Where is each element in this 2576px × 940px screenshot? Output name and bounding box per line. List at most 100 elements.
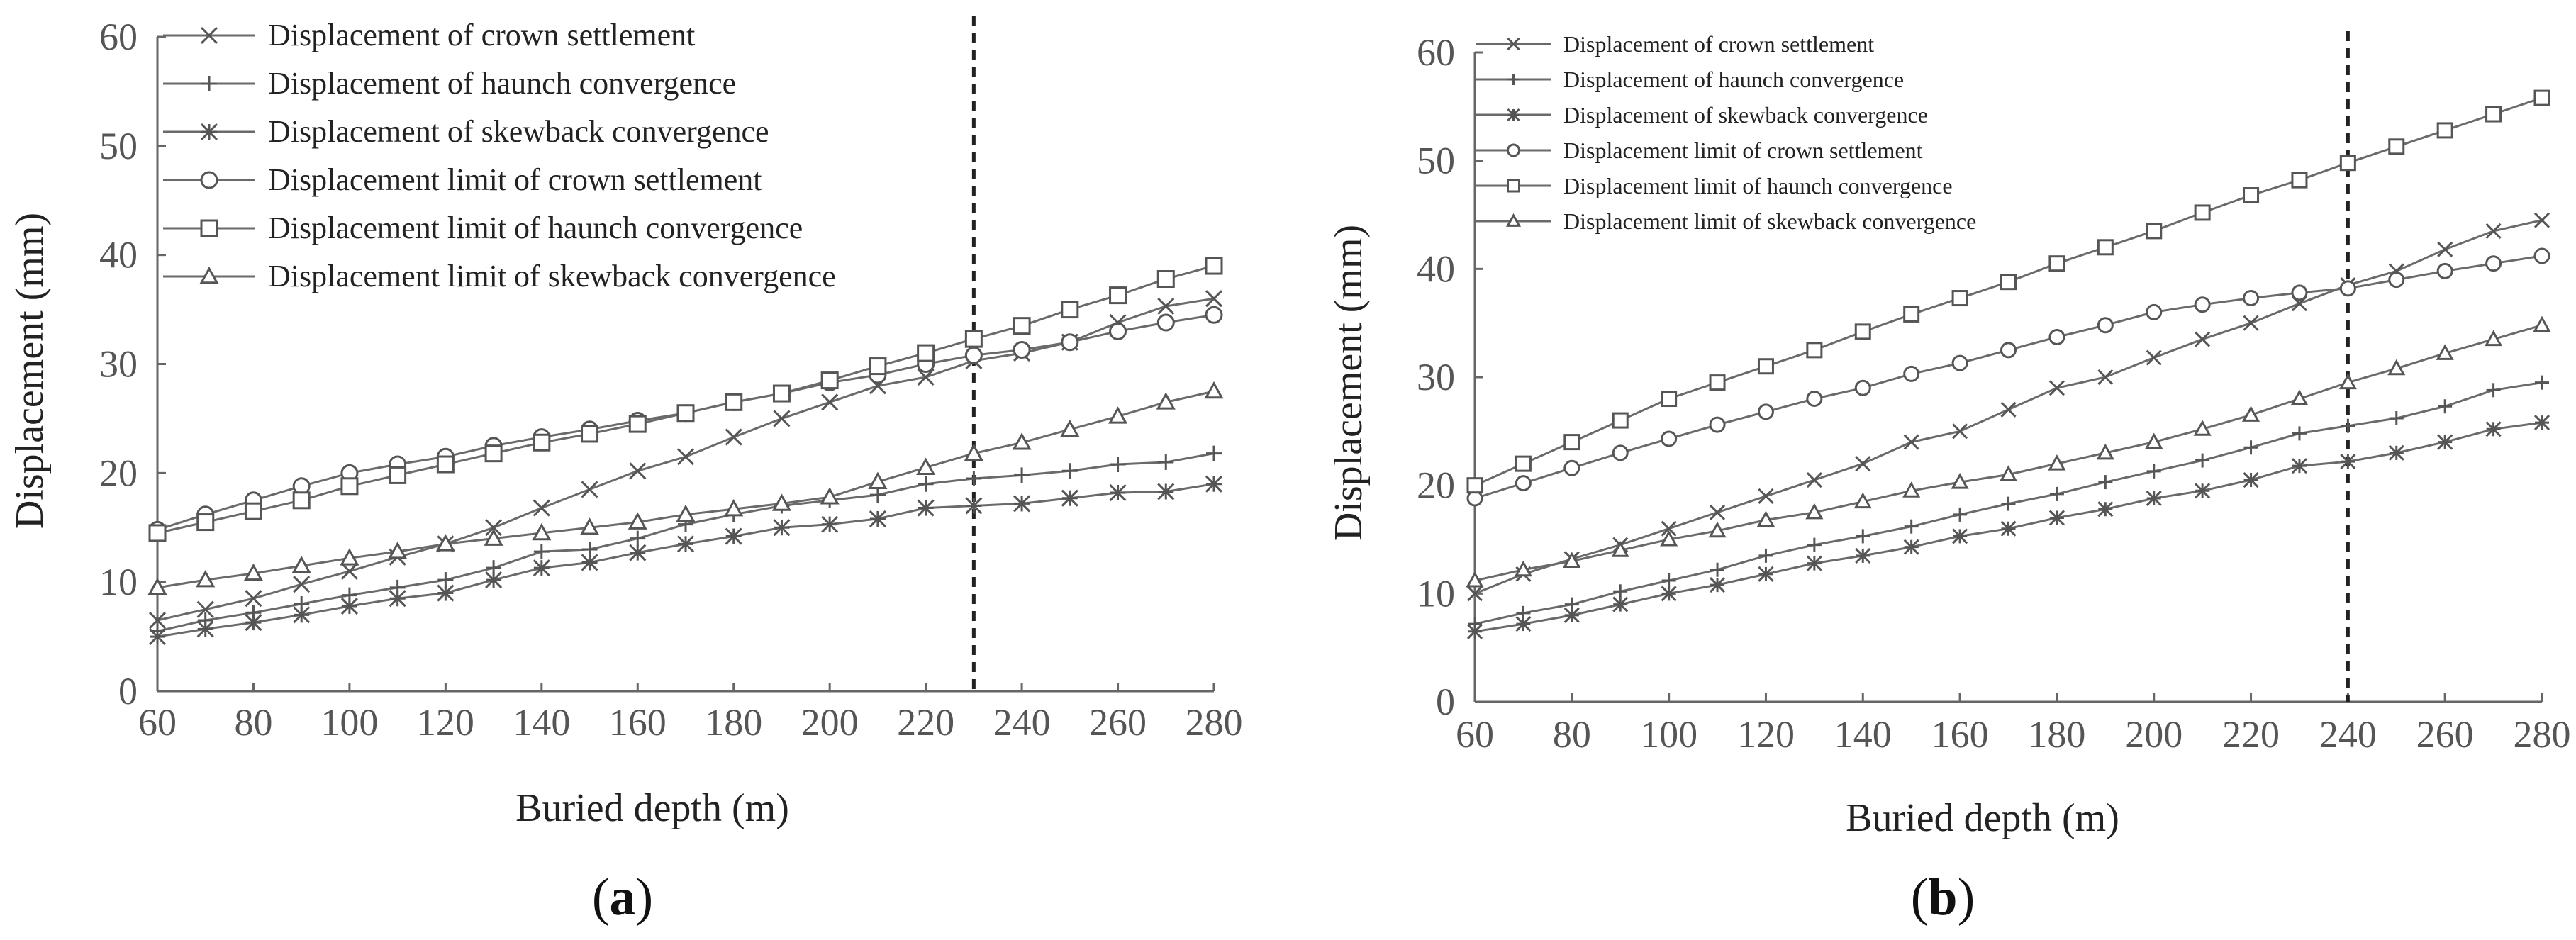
chart-a-x-tick-label: 180 <box>705 701 762 744</box>
chart-a-point-star <box>485 571 503 589</box>
chart-b-y-tick-label: 40 <box>1417 247 1455 290</box>
chart-b-legend-entry-plus: Displacement of haunch convergence <box>1476 67 1904 92</box>
chart-b-point-square <box>1806 342 1823 359</box>
chart-b-y-tick-label: 50 <box>1417 140 1455 182</box>
chart-a-point-star <box>581 554 598 571</box>
chart-b-point-plus <box>2098 475 2113 490</box>
chart-b-point-star <box>2388 444 2404 461</box>
chart-a-legend-entry-x: Displacement of crown settlement <box>163 18 695 52</box>
chart-a-legend-entry-star: Displacement of skewback convergence <box>163 114 769 149</box>
chart-b-y-tick-label: 0 <box>1436 681 1455 723</box>
chart-a-x-tick-label: 260 <box>1089 701 1147 744</box>
chart-a-point-x <box>773 410 791 427</box>
chart-a-x-tick-label: 220 <box>897 701 954 744</box>
chart-a-point-x <box>676 448 695 466</box>
chart-b-point-plus <box>1710 562 1725 577</box>
chart-b-point-triangle <box>2096 443 2114 460</box>
chart-a-point-triangle <box>435 534 455 552</box>
chart-b-legend-marker-star <box>1507 108 1520 122</box>
chart-a-point-triangle <box>291 556 311 573</box>
chart-a-point-plus <box>437 572 454 588</box>
chart-a-legend-label: Displacement of haunch convergence <box>268 66 736 101</box>
chart-b-x-tick-label: 240 <box>2319 713 2377 756</box>
chart-a-y-tick-label: 40 <box>99 234 138 276</box>
chart-a-point-triangle <box>868 471 888 489</box>
chart-a-point-triangle <box>1108 406 1128 424</box>
chart-a-point-star <box>196 620 214 638</box>
chart-b-point-plus <box>1856 529 1870 544</box>
chart-a-caption-letter: a <box>610 868 636 927</box>
chart-b-point-triangle <box>2436 344 2454 360</box>
chart-b-point-square <box>1854 323 1871 340</box>
chart-a-y-tick-label: 30 <box>99 343 138 386</box>
chart-b-point-triangle <box>2338 373 2357 390</box>
chart-b-point-x <box>2533 212 2550 228</box>
chart-a-point-triangle <box>579 517 600 535</box>
chart-b-point-circle <box>1854 379 1871 396</box>
chart-a-x-tick-label: 280 <box>1186 701 1243 744</box>
chart-b-point-triangle <box>2241 405 2260 422</box>
chart-a-point-plus <box>966 471 982 487</box>
chart-b-point-star <box>2437 434 2453 450</box>
chart-b-point-square <box>2388 138 2405 155</box>
chart-b-x-tick-label: 180 <box>2028 713 2085 756</box>
chart-b-point-square <box>2097 239 2114 256</box>
chart-a-point-x <box>293 576 311 593</box>
chart-a-point-star <box>676 535 695 553</box>
chart-a-point-star <box>917 499 935 517</box>
chart-b-point-star <box>1855 547 1871 564</box>
chart-a-point-x <box>533 499 550 517</box>
chart-a-x-tick-label: 80 <box>234 701 272 744</box>
chart-a-point-plus <box>1061 463 1078 479</box>
chart-a-point-square <box>1061 301 1079 319</box>
chart-a-point-square <box>484 444 503 463</box>
chart-b-point-x <box>1903 434 1919 450</box>
chart-a-point-plus <box>581 542 598 558</box>
chart-b-point-star <box>2195 483 2211 499</box>
chart-a-x-tick-label: 100 <box>320 701 378 744</box>
chart-b-point-x <box>1661 520 1677 537</box>
chart-a-point-square <box>869 357 887 376</box>
chart-panel-a: 0 10 20 30 40 50 60 60 80 100 120 140 160 180 200 220 2… <box>8 16 1243 927</box>
chart-b-legend-label: Displacement of skewback convergence <box>1563 102 1928 128</box>
chart-b-point-circle <box>2291 284 2308 301</box>
chart-b-point-star <box>2533 415 2550 431</box>
chart-a-point-x <box>1205 290 1223 308</box>
chart-a-point-triangle <box>532 522 552 541</box>
chart-b-point-circle <box>2048 329 2065 346</box>
chart-b-legend-entry-x: Displacement of crown settlement <box>1476 31 1874 57</box>
chart-a-legend-marker-plus <box>201 76 217 91</box>
chart-b-caption: (b) <box>1911 868 1975 927</box>
chart-b-point-plus <box>2243 440 2258 455</box>
chart-a-point-circle <box>1061 333 1079 352</box>
chart-a-point-star <box>437 584 455 602</box>
chart-b-point-triangle <box>2387 359 2406 376</box>
chart-panel-b: 0 10 20 30 40 50 60 60 80 100 120 140 160 180 200 220 2… <box>1327 31 2571 927</box>
chart-b-point-circle <box>2194 296 2211 313</box>
chart-b-point-plus <box>1904 519 1919 534</box>
chart-b-point-x <box>1806 471 1822 488</box>
chart-b-point-plus <box>2001 496 2016 511</box>
chart-a-x-axis-label: Buried depth (m) <box>515 786 789 830</box>
chart-b-point-star <box>2340 454 2356 470</box>
chart-b-point-x <box>1709 504 1726 520</box>
chart-a-point-square <box>244 502 262 520</box>
chart-b-point-star <box>1515 616 1532 632</box>
chart-a-point-star <box>773 519 791 537</box>
chart-a-legend-marker-square <box>200 219 218 237</box>
chart-a-point-plus <box>918 476 934 492</box>
chart-b-point-star <box>1563 607 1580 623</box>
chart-b-point-star <box>1466 623 1483 639</box>
chart-a-x-tick-label: 60 <box>138 701 177 744</box>
chart-a-point-star <box>533 559 550 577</box>
chart-a-point-star <box>148 628 167 646</box>
chart-a-y-tick-label: 50 <box>99 125 138 167</box>
chart-b-point-square <box>1757 358 1774 375</box>
chart-a-point-square <box>628 415 647 433</box>
chart-a-point-circle <box>1109 322 1127 340</box>
chart-a-point-x <box>581 481 598 498</box>
chart-b-point-star <box>2048 510 2065 526</box>
chart-a-point-x <box>485 519 503 537</box>
chart-a-point-square <box>196 513 215 532</box>
chart-b-point-star <box>1952 528 1968 544</box>
